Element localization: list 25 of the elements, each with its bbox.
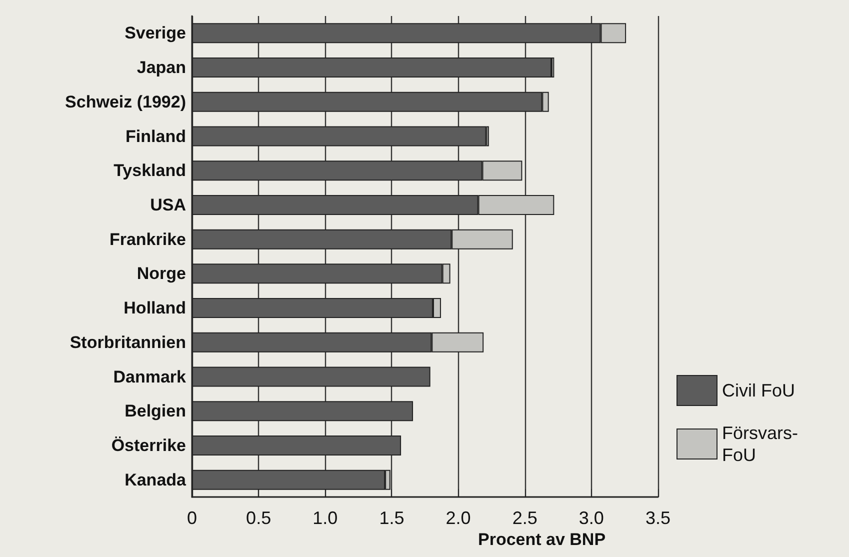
y-tick-label: Tyskland bbox=[114, 161, 186, 180]
y-tick-label: Belgien bbox=[124, 402, 186, 421]
x-tick-label: 1.5 bbox=[379, 508, 404, 528]
y-tick-label: Norge bbox=[136, 264, 186, 284]
x-tick-label: 2.0 bbox=[446, 508, 471, 528]
y-tick-label: Frankrike bbox=[109, 230, 186, 249]
x-tick-label: 2.5 bbox=[512, 508, 538, 528]
y-tick-label: Holland bbox=[124, 298, 186, 318]
y-tick-label: Österrike bbox=[111, 436, 186, 455]
y-tick-label: Storbritannien bbox=[70, 332, 186, 352]
legend-label: Civil FoU bbox=[722, 380, 796, 400]
x-tick-label: 0.5 bbox=[246, 508, 272, 528]
y-tick-label: Kanada bbox=[124, 470, 187, 490]
legend-label: Försvars-FoU bbox=[722, 423, 798, 465]
x-tick-label: 3.0 bbox=[578, 508, 604, 528]
y-tick-label: USA bbox=[150, 195, 186, 214]
x-axis-title: Procent av BNP bbox=[478, 530, 606, 549]
x-tick-label: 0 bbox=[186, 508, 198, 528]
y-tick-label: Schweiz (1992) bbox=[65, 92, 186, 112]
x-tick-label: 3.5 bbox=[645, 508, 671, 528]
y-tick-label: Finland bbox=[126, 126, 186, 146]
y-tick-label: Sverige bbox=[124, 24, 186, 43]
y-tick-label: Danmark bbox=[113, 367, 187, 386]
y-tick-label: Japan bbox=[136, 58, 186, 78]
x-tick-label: 1.0 bbox=[312, 508, 338, 528]
